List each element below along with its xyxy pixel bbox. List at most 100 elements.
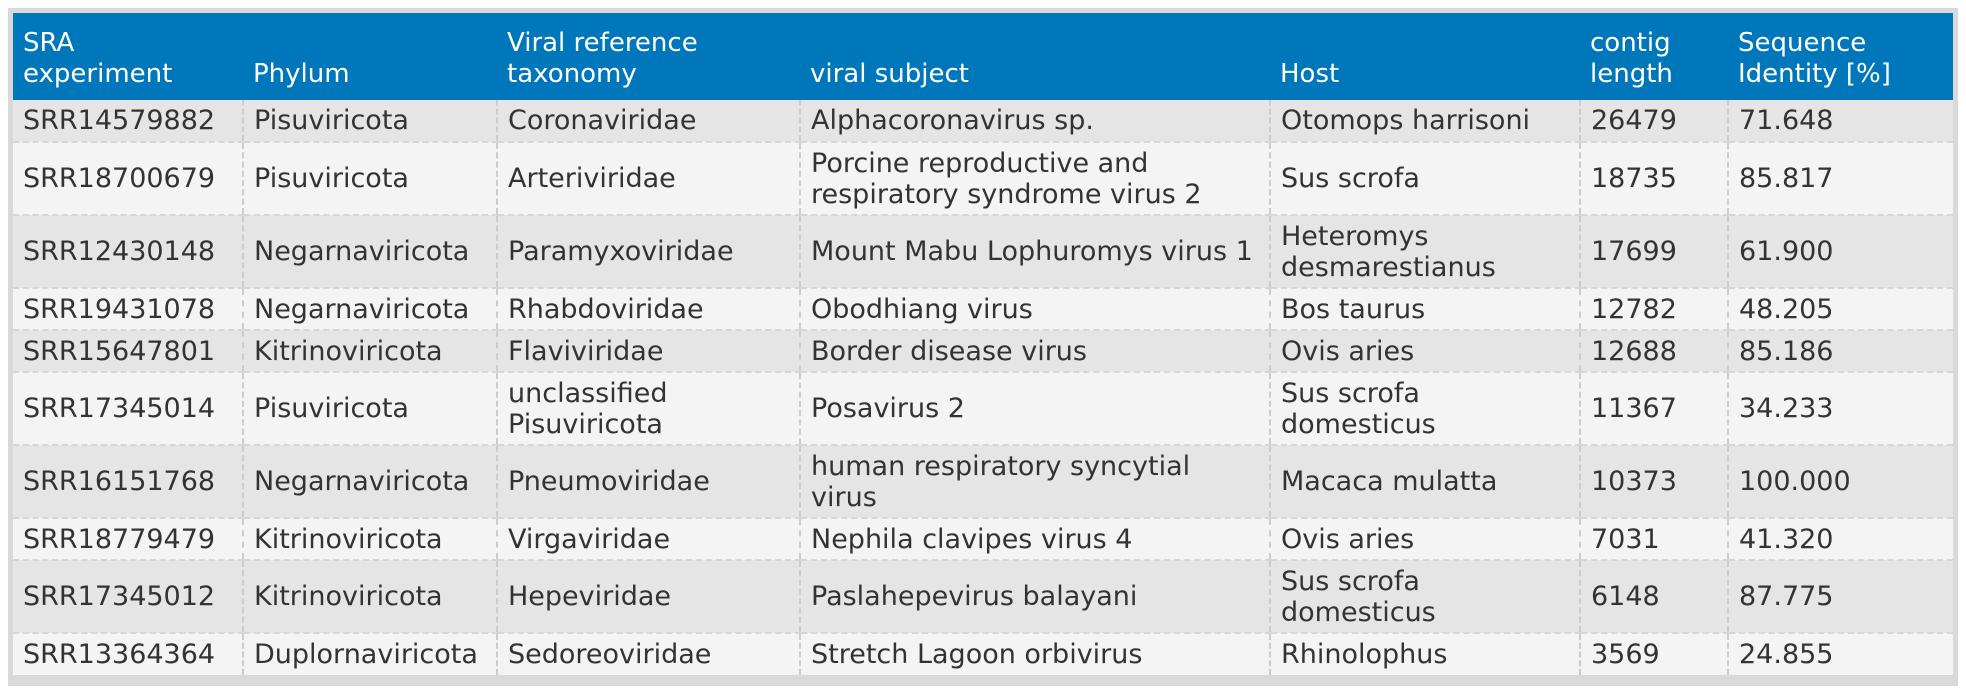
table-header: SRA experiment Phylum Viral reference taxo… [13,13,1953,100]
cell-viral-subject: Stretch Lagoon orbivirus [799,633,1270,675]
header-line: Host [1280,59,1340,89]
col-header-viral-reference-taxonomy[interactable]: Viral reference taxonomy [497,13,800,100]
header-line: SRA [23,28,75,58]
table-row[interactable]: SRR16151768 Negarnaviricota Pneumovirida… [13,445,1953,519]
table-row[interactable]: SRR17345014 Pisuviricota unclassified Pi… [13,372,1953,446]
header-line: contig [1590,28,1671,58]
cell-contig-length: 12688 [1579,330,1728,373]
header-line: Identity [%] [1738,59,1891,89]
cell-host: Heteromys desmarestianus [1269,215,1580,289]
cell-taxonomy: Flaviviridae [496,330,800,373]
cell-phylum: Kitrinoviricota [242,560,497,634]
cell-contig-length: 10373 [1579,445,1728,519]
cell-host: Ovis aries [1269,330,1580,373]
cell-sra: SRR14579882 [13,100,243,143]
cell-host: Otomops harrisoni [1269,100,1580,143]
table-row[interactable]: SRR14579882 Pisuviricota Coronaviridae A… [13,100,1953,143]
col-header-phylum[interactable]: Phylum [243,13,497,100]
cell-taxonomy: Hepeviridae [496,560,800,634]
cell-sequence-identity: 71.648 [1727,100,1953,143]
table-row[interactable]: SRR12430148 Negarnaviricota Paramyxoviri… [13,215,1953,289]
cell-host: Macaca mulatta [1269,445,1580,519]
cell-taxonomy: Coronaviridae [496,100,800,143]
cell-taxonomy: Virgaviridae [496,518,800,561]
cell-sequence-identity: 48.205 [1727,288,1953,331]
table-body: SRR14579882 Pisuviricota Coronaviridae A… [13,100,1953,675]
header-line: experiment [23,59,173,89]
cell-viral-subject: Nephila clavipes virus 4 [799,518,1270,561]
cell-sra: SRR12430148 [13,215,243,289]
cell-contig-length: 12782 [1579,288,1728,331]
cell-sequence-identity: 61.900 [1727,215,1953,289]
cell-viral-subject: Alphacoronavirus sp. [799,100,1270,143]
cell-phylum: Pisuviricota [242,142,497,216]
table-row[interactable]: SRR18700679 Pisuviricota Arteriviridae P… [13,142,1953,216]
table-frame: SRA experiment Phylum Viral reference taxo… [8,8,1958,686]
header-row: SRA experiment Phylum Viral reference taxo… [13,13,1953,100]
cell-sequence-identity: 85.186 [1727,330,1953,373]
cell-contig-length: 7031 [1579,518,1728,561]
cell-viral-subject: Mount Mabu Lophuromys virus 1 [799,215,1270,289]
cell-contig-length: 26479 [1579,100,1728,143]
cell-viral-subject: Border disease virus [799,330,1270,373]
table-row[interactable]: SRR18779479 Kitrinoviricota Virgaviridae… [13,518,1953,561]
table-row[interactable]: SRR15647801 Kitrinoviricota Flaviviridae… [13,330,1953,373]
cell-viral-subject: human respiratory syncytial virus [799,445,1270,519]
cell-sra: SRR15647801 [13,330,243,373]
cell-host: Sus scrofa [1269,142,1580,216]
cell-sequence-identity: 41.320 [1727,518,1953,561]
cell-sra: SRR19431078 [13,288,243,331]
cell-sequence-identity: 87.775 [1727,560,1953,634]
header-line: viral subject [810,59,969,89]
cell-phylum: Pisuviricota [242,372,497,446]
cell-sequence-identity: 100.000 [1727,445,1953,519]
table-row[interactable]: SRR13364364 Duplornaviricota Sedoreoviri… [13,633,1953,675]
table-row[interactable]: SRR19431078 Negarnaviricota Rhabdovirida… [13,288,1953,331]
cell-phylum: Negarnaviricota [242,215,497,289]
cell-host: Bos taurus [1269,288,1580,331]
col-header-sequence-identity[interactable]: Sequence Identity [%] [1728,13,1953,100]
cell-phylum: Duplornaviricota [242,633,497,675]
header-line: length [1590,59,1673,89]
cell-taxonomy: Sedoreoviridae [496,633,800,675]
cell-sra: SRR13364364 [23,639,216,670]
cell-contig-length: 6148 [1579,560,1728,634]
cell-contig-length: 3569 [1579,633,1728,675]
cell-viral-subject: Posavirus 2 [799,372,1270,446]
cell-phylum: Kitrinoviricota [242,330,497,373]
cell-sra: SRR16151768 [13,445,243,519]
header-line: taxonomy [507,59,637,89]
cell-taxonomy: Rhabdoviridae [496,288,800,331]
col-header-host[interactable]: Host [1270,13,1580,100]
cell-sequence-identity: 24.855 [1727,633,1953,675]
cell-contig-length: 17699 [1579,215,1728,289]
cell-phylum: Kitrinoviricota [242,518,497,561]
cell-sequence-identity: 85.817 [1727,142,1953,216]
cell-phylum: Negarnaviricota [242,445,497,519]
cell-viral-subject: Obodhiang virus [799,288,1270,331]
cell-taxonomy: unclassified Pisuviricota [496,372,800,446]
cell-contig-length: 11367 [1579,372,1728,446]
cell-contig-length: 18735 [1579,142,1728,216]
cell-viral-subject: Porcine reproductive and respiratory syn… [799,142,1270,216]
header-line: Phylum [253,59,350,89]
cell-taxonomy: Pneumoviridae [496,445,800,519]
header-line: Sequence [1738,28,1867,58]
col-header-sra-experiment[interactable]: SRA experiment [13,13,243,100]
virus-results-table: SRA experiment Phylum Viral reference taxo… [13,13,1953,675]
cell-viral-subject: Paslahepevirus balayani [799,560,1270,634]
cell-phylum: Pisuviricota [242,100,497,143]
cell-host: Rhinolophus [1269,633,1580,675]
cell-taxonomy: Paramyxoviridae [496,215,800,289]
cell-sra: SRR18779479 [13,518,243,561]
col-header-viral-subject[interactable]: viral subject [800,13,1270,100]
cell-host: Sus scrofa domesticus [1269,372,1580,446]
cell-taxonomy: Arteriviridae [496,142,800,216]
cell-phylum: Negarnaviricota [242,288,497,331]
cell-sequence-identity: 34.233 [1727,372,1953,446]
table-row[interactable]: SRR17345012 Kitrinoviricota Hepeviridae … [13,560,1953,634]
cell-sra: SRR17345014 [13,372,243,446]
header-line: Viral reference [507,28,698,58]
col-header-contig-length[interactable]: contig length [1580,13,1728,100]
cell-host: Sus scrofa domesticus [1269,560,1580,634]
